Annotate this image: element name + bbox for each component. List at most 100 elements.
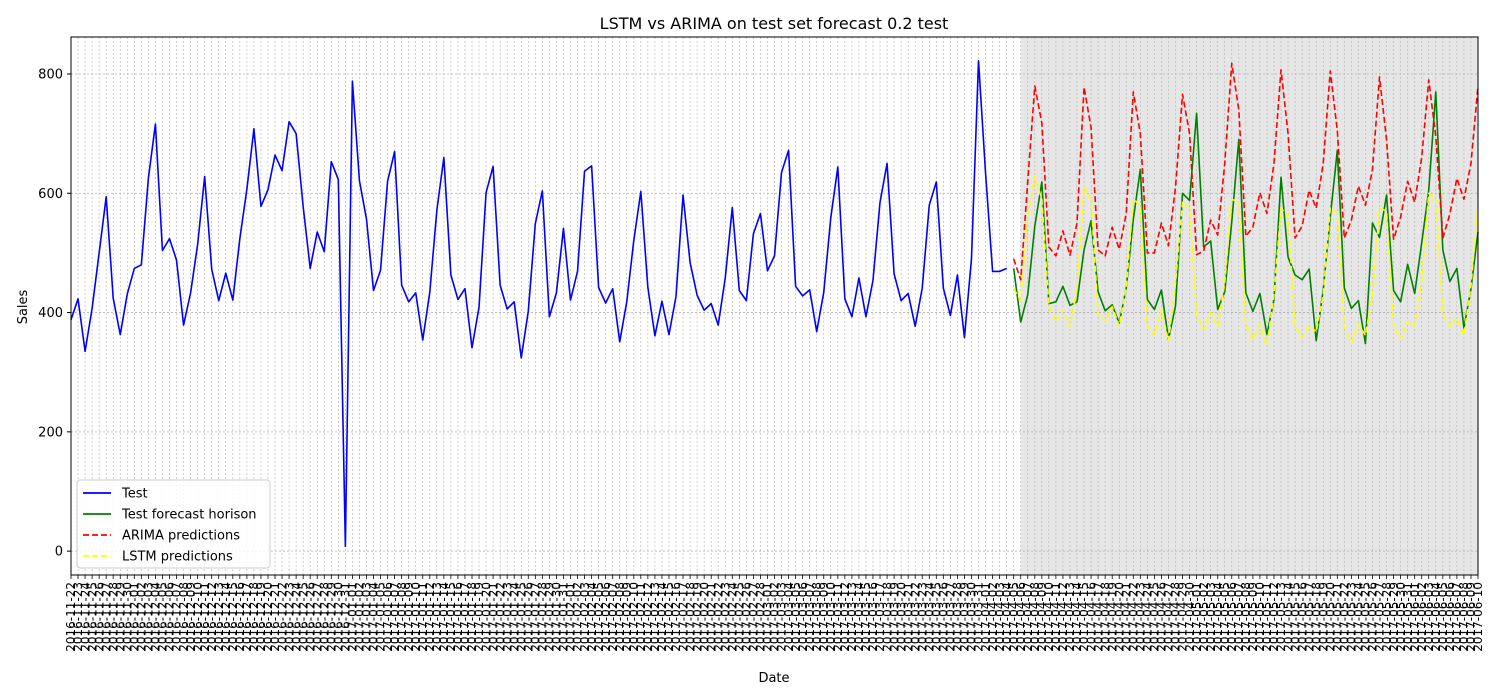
x-tick-label: 2017-01-26 [521, 582, 535, 652]
x-tick-label: 2017-03-02 [768, 582, 782, 652]
x-tick-label: 2017-03-22 [908, 582, 922, 652]
x-tick-label: 2017-01-21 [486, 582, 500, 652]
x-tick-label: 2017-03-31 [972, 582, 986, 652]
x-tick-label: 2017-01-23 [500, 582, 514, 652]
legend: Test Test forecast horison ARIMA predictio… [76, 479, 271, 569]
x-tick-label: 2017-01-13 [430, 582, 444, 652]
x-tick-label: 2016-12-09 [184, 582, 198, 652]
x-tick-label: 2017-05-16 [1295, 582, 1309, 652]
x-tick-label: 2017-01-07 [388, 582, 402, 652]
x-tick-label: 2017-03-18 [880, 582, 894, 652]
x-tick-label: 2017-03-26 [937, 582, 951, 652]
x-tick-label: 2017-04-11 [1049, 582, 1063, 652]
x-tick-label: 2017-01-20 [479, 582, 493, 652]
series-line-test-forecast-horison [1012, 91, 1479, 345]
x-tick-label: 2017-03-29 [958, 582, 972, 652]
x-tick-label: 2017-06-09 [1464, 582, 1478, 652]
x-tick-label: 2017-04-23 [1134, 582, 1148, 652]
x-tick-label: 2017-03-13 [845, 582, 859, 652]
x-tick-label: 2017-03-27 [944, 582, 958, 652]
x-tick-label: 2017-05-17 [1302, 582, 1316, 652]
legend-label-test: Test [121, 487, 148, 502]
x-tick-label: 2017-01-31 [557, 582, 571, 652]
x-tick-label: 2017-03-17 [873, 582, 887, 652]
x-tick-label: 2017-05-25 [1359, 582, 1373, 652]
x-tick-label: 2017-04-05 [1007, 582, 1021, 652]
x-tick-label: 2017-04-22 [1126, 582, 1140, 652]
x-tick-label: 2017-01-05 [374, 582, 388, 652]
x-tick-label: 2017-03-19 [887, 582, 901, 652]
x-tick-label: 2016-12-06 [163, 582, 177, 652]
x-tick-label: 2016-11-30 [120, 582, 134, 652]
x-tick-label: 2017-05-12 [1267, 582, 1281, 652]
x-tick-label: 2017-05-08 [1239, 582, 1253, 652]
plot-area: 02004006008002016-11-222016-11-232016-11… [38, 36, 1485, 652]
x-tick-label: 2017-05-03 [1204, 582, 1218, 652]
x-tick-label: 2017-05-06 [1225, 582, 1239, 652]
x-tick-label: 2016-12-30 [332, 582, 346, 652]
x-tick-label: 2017-06-05 [1436, 582, 1450, 652]
x-tick-label: 2016-12-04 [149, 582, 163, 652]
x-tick-label: 2017-04-29 [1176, 582, 1190, 652]
x-tick-label: 2017-03-20 [894, 582, 908, 652]
x-tick-label: 2016-12-01 [128, 582, 142, 652]
x-tick-label: 2017-01-18 [465, 582, 479, 652]
y-tick-label: 600 [38, 187, 63, 202]
x-tick-label: 2017-02-02 [571, 582, 585, 652]
x-tick-label: 2017-02-24 [725, 582, 739, 652]
x-tick-label: 2017-03-28 [951, 582, 965, 652]
x-tick-label: 2017-05-09 [1246, 582, 1260, 652]
x-tick-label: 2017-05-14 [1281, 582, 1295, 652]
x-tick-label: 2017-04-10 [1042, 582, 1056, 652]
x-tick-label: 2017-06-02 [1415, 582, 1429, 652]
x-tick-label: 2017-04-14 [1070, 582, 1084, 652]
x-tick-label: 2017-02-01 [564, 582, 578, 652]
x-tick-label: 2017-02-28 [754, 582, 768, 652]
x-tick-label: 2017-04-17 [1091, 582, 1105, 652]
x-tick-label: 2017-03-12 [838, 582, 852, 652]
series-line-arima-predictions [1012, 62, 1479, 281]
x-tick-label: 2017-01-04 [367, 582, 381, 652]
x-tick-label: 2017-02-08 [613, 582, 627, 652]
x-tick-label: 2016-12-05 [156, 582, 170, 652]
x-tick-label: 2017-05-30 [1394, 582, 1408, 652]
x-tick-label: 2017-06-10 [1471, 582, 1485, 652]
x-tick-label: 2017-01-27 [529, 582, 543, 652]
x-tick-label: 2017-01-03 [360, 582, 374, 652]
x-tick-label: 2016-11-24 [78, 582, 92, 652]
x-tick-label: 2017-04-04 [1000, 582, 1014, 652]
x-tick-label: 2016-12-17 [240, 582, 254, 652]
x-tick-label: 2016-12-22 [275, 582, 289, 652]
x-tick-label: 2017-05-28 [1380, 582, 1394, 652]
x-tick-label: 2017-03-25 [930, 582, 944, 652]
x-tick-label: 2017-05-26 [1366, 582, 1380, 652]
x-tick-label: 2017-03-16 [866, 582, 880, 652]
x-tick-label: 2016-12-18 [247, 582, 261, 652]
x-tick-label: 2016-12-25 [296, 582, 310, 652]
x-tick-label: 2017-04-21 [1119, 582, 1133, 652]
legend-label-arima-predictions: ARIMA predictions [122, 529, 240, 544]
x-tick-label: 2017-02-07 [606, 582, 620, 652]
x-tick-label: 2017-03-10 [824, 582, 838, 652]
x-tick-label: 2017-05-18 [1309, 582, 1323, 652]
x-tick-label: 2017-04-25 [1148, 582, 1162, 652]
x-tick-label: 2017-03-23 [915, 582, 929, 652]
x-tick-label: 2017-06-07 [1450, 582, 1464, 652]
x-tick-label: 2017-02-11 [634, 582, 648, 652]
x-tick-label: 2017-01-01 [346, 582, 360, 652]
x-tick-label: 2016-12-08 [177, 582, 191, 652]
x-tick-label: 2016-12-19 [254, 582, 268, 652]
x-tick-label: 2017-04-28 [1169, 582, 1183, 652]
x-tick-label: 2016-12-27 [310, 582, 324, 652]
x-tick-label: 2017-05-05 [1218, 582, 1232, 652]
x-tick-label: 2016-12-28 [317, 582, 331, 652]
x-tick-label: 2017-02-12 [641, 582, 655, 652]
x-tick-label: 2017-01-09 [402, 582, 416, 652]
x-tick-label: 2017-05-27 [1373, 582, 1387, 652]
x-tick-label: 2017-02-25 [733, 582, 747, 652]
x-tick-label: 2016-12-11 [198, 582, 212, 652]
x-tick-label: 2017-04-15 [1077, 582, 1091, 652]
x-tick-label: 2017-05-07 [1232, 582, 1246, 652]
legend-label-lstm-predictions: LSTM predictions [122, 550, 233, 565]
x-tick-label: 2017-03-11 [831, 582, 845, 652]
